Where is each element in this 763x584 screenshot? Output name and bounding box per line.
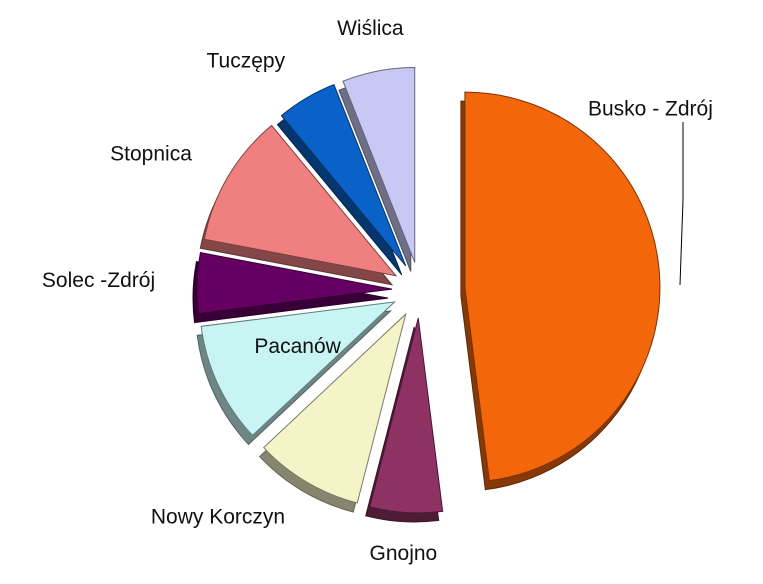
slice (200, 301, 397, 437)
slice-label: Tuczępy (207, 49, 286, 72)
slice (342, 66, 416, 263)
slice-label: Stopnica (110, 143, 192, 166)
slice-label: Solec -Zdrój (42, 269, 155, 292)
slice-label: Busko - Zdrój (588, 98, 713, 121)
leader-line (679, 122, 684, 286)
slice-label: Gnojno (370, 542, 438, 565)
slice-label: Wiślica (337, 17, 404, 40)
slice (280, 83, 407, 267)
slice-label: Nowy Korczyn (151, 506, 285, 529)
slice (464, 91, 661, 482)
slice (369, 317, 444, 514)
slice (196, 251, 393, 315)
slice (203, 124, 398, 277)
slice-label: Pacanów (254, 335, 341, 358)
slice (262, 312, 407, 504)
